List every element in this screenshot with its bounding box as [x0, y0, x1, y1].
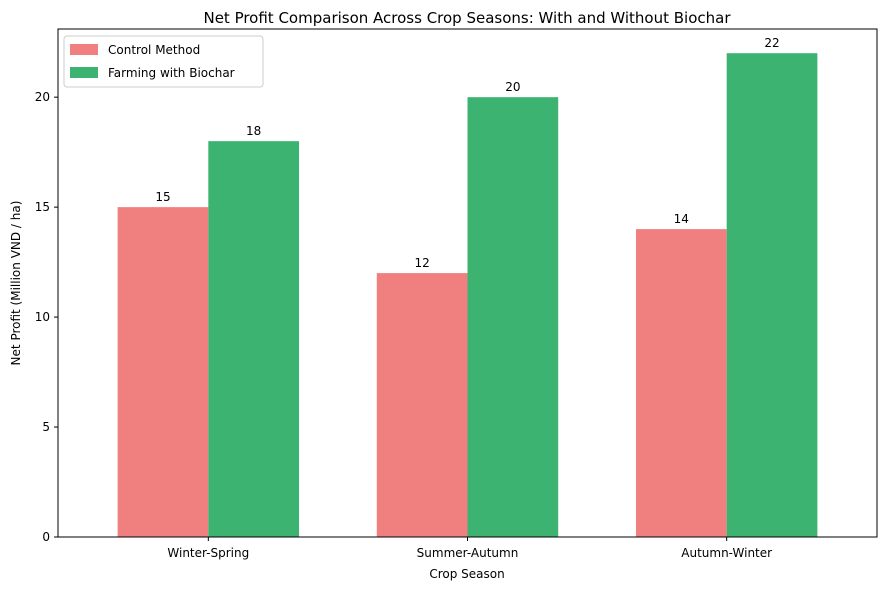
legend-frame: [63, 35, 264, 88]
x-tick-label: Summer-Autumn: [417, 546, 519, 560]
y-tick-label: 20: [35, 90, 50, 104]
data-label: 18: [246, 124, 261, 138]
y-tick-label: 0: [42, 530, 50, 544]
data-label: 15: [155, 190, 170, 204]
legend: Control Method Farming with Biochar: [63, 35, 264, 88]
y-tick-label: 15: [35, 200, 50, 214]
y-tick-label: 10: [35, 310, 50, 324]
data-label: 12: [415, 256, 430, 270]
bar-farming-with-biochar-summer-autumn: [467, 97, 559, 537]
bar-farming-with-biochar-winter-spring: [208, 141, 300, 538]
chart-title: Net Profit Comparison Across Crop Season…: [203, 9, 731, 27]
data-label: 20: [505, 80, 520, 94]
legend-swatch-control-method: [70, 44, 98, 55]
x-axis-label: Crop Season: [429, 567, 504, 581]
bar-farming-with-biochar-autumn-winter: [726, 53, 818, 537]
plot-frame: [57, 28, 878, 538]
plot-area: 0 5 10 15 20 15 18 Winter-Spring 12 20 Summer-Autu…: [35, 36, 818, 560]
data-label: 14: [674, 212, 689, 226]
legend-label-farming-with-biochar: Farming with Biochar: [108, 66, 235, 80]
y-tick-label: 5: [42, 420, 50, 434]
data-label: 22: [764, 36, 779, 50]
y-axis-label: Net Profit (Million VND / ha): [9, 201, 23, 366]
bar-control-method-winter-spring: [117, 207, 209, 537]
legend-swatch-farming-with-biochar: [70, 67, 98, 78]
bar-control-method-summer-autumn: [376, 273, 468, 537]
x-tick-label: Autumn-Winter: [681, 546, 772, 560]
x-tick-label: Winter-Spring: [167, 546, 249, 560]
bar-control-method-autumn-winter: [635, 229, 727, 537]
legend-label-control-method: Control Method: [108, 43, 200, 57]
